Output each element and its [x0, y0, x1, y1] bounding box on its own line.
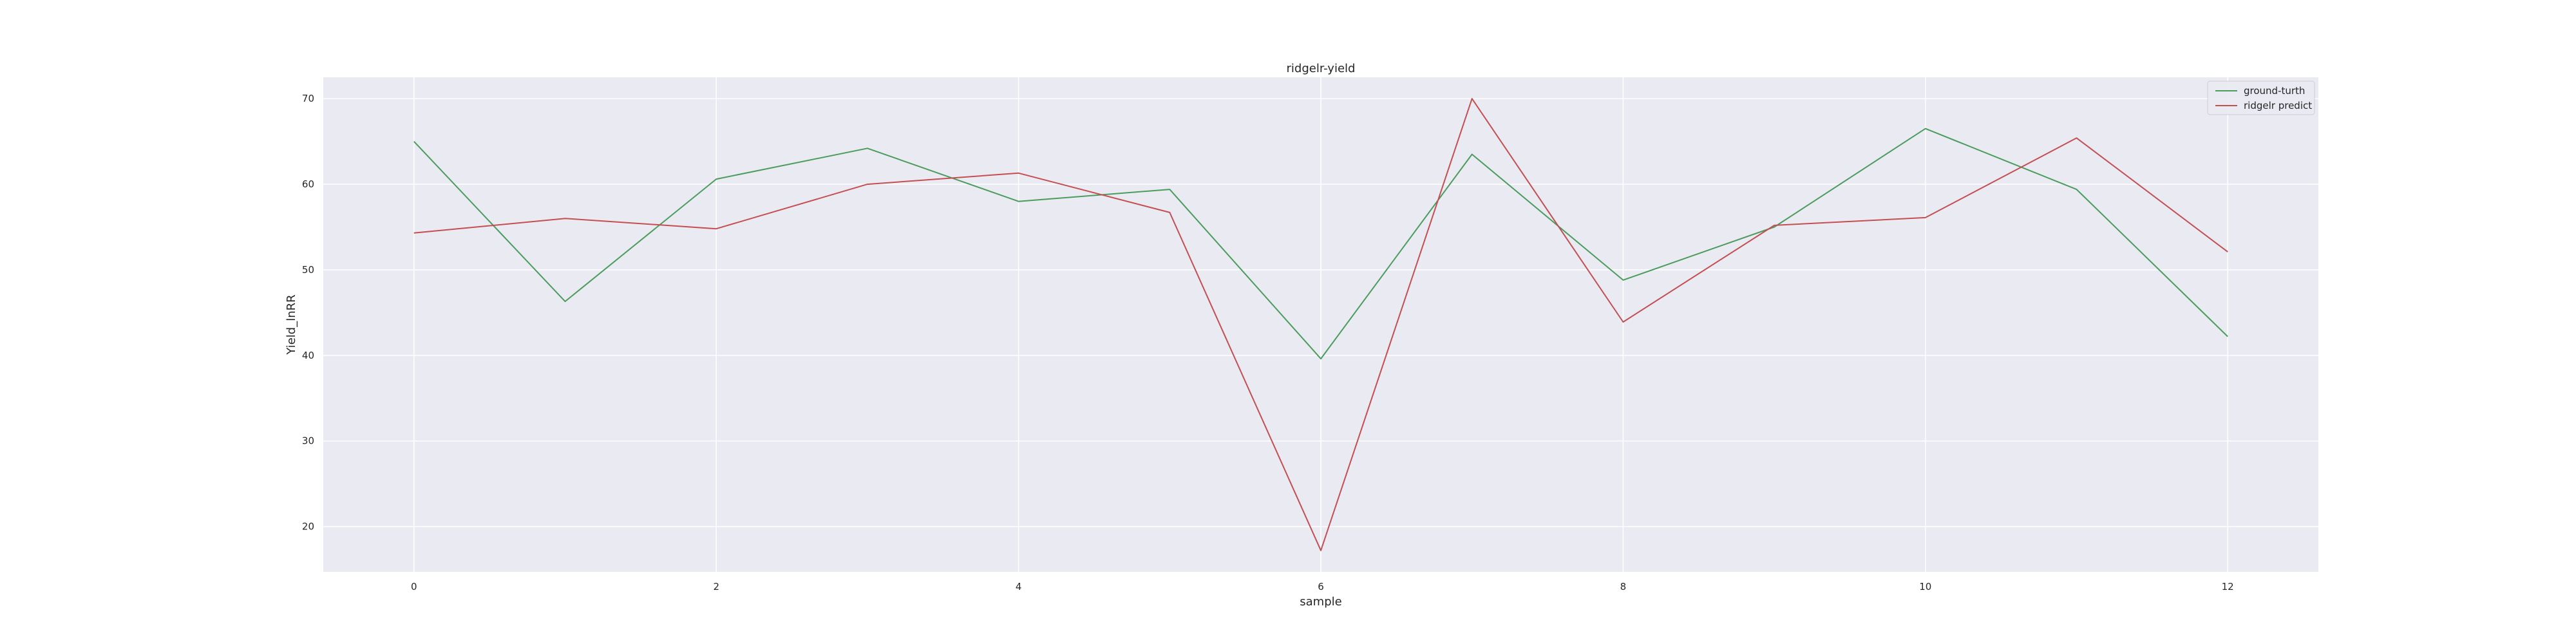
x-tick-label: 12	[2222, 581, 2234, 592]
x-tick-label: 6	[1318, 581, 1324, 592]
y-tick-label: 50	[302, 264, 314, 276]
y-tick-label: 60	[302, 178, 314, 190]
y-tick-label: 20	[302, 521, 314, 533]
x-tick-label: 2	[713, 581, 719, 592]
y-tick-label: 70	[302, 93, 314, 104]
legend: ground-turth ridgelr predict	[2207, 80, 2315, 115]
legend-label-ridgelr-predict: ridgelr predict	[2244, 100, 2312, 111]
series-line-ground-turth	[413, 128, 2228, 360]
y-tick-labels: 20 30 40 50 60 70	[302, 93, 314, 532]
x-tick-label: 4	[1016, 581, 1022, 592]
y-tick-label: 30	[302, 435, 314, 447]
series-layer	[413, 98, 2228, 551]
legend-label-ground-turth: ground-turth	[2244, 85, 2305, 97]
x-tick-label: 0	[411, 581, 417, 592]
series-line-ridgelr-predict	[413, 98, 2228, 551]
grid-lines	[323, 77, 2318, 572]
x-tick-label: 8	[1620, 581, 1627, 592]
chart-title: ridgelr-yield	[1287, 62, 1356, 75]
x-tick-labels: 0 2 4 6 8 10 12	[411, 581, 2234, 592]
y-axis-label: Yield_lnRR	[285, 294, 298, 355]
x-axis-label: sample	[1300, 595, 1341, 609]
x-tick-label: 10	[1919, 581, 1931, 592]
y-tick-label: 40	[302, 350, 314, 361]
